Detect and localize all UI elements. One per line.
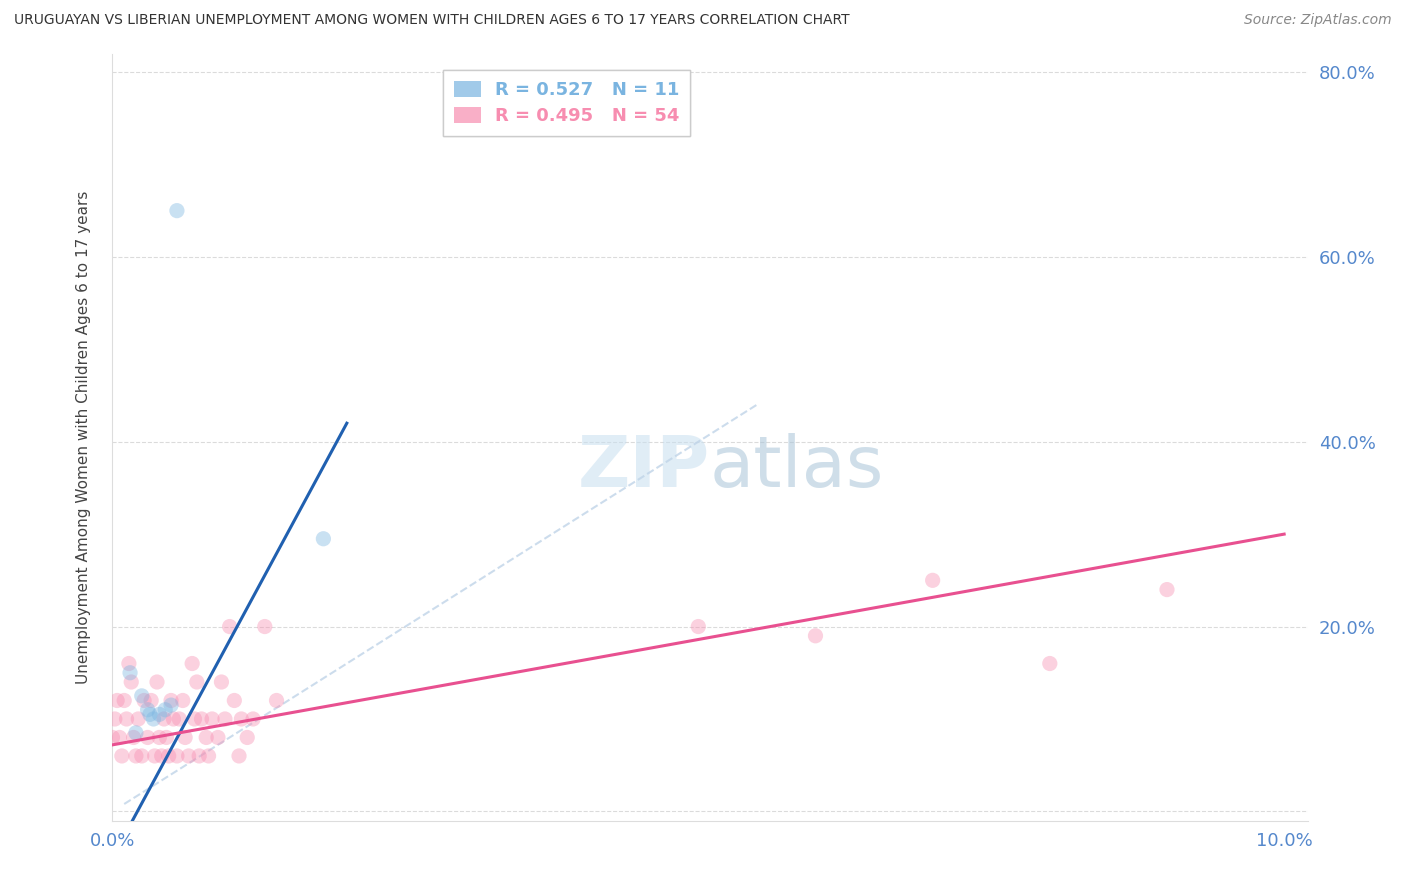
- Point: [122, 731, 145, 745]
- Legend: R = 0.527   N = 11, R = 0.495   N = 54: R = 0.527 N = 11, R = 0.495 N = 54: [443, 70, 690, 136]
- Point: [214, 712, 236, 726]
- Point: [188, 748, 211, 763]
- Point: [231, 712, 253, 726]
- Point: [112, 693, 135, 707]
- Point: [195, 731, 218, 745]
- Text: URUGUAYAN VS LIBERIAN UNEMPLOYMENT AMONG WOMEN WITH CHILDREN AGES 6 TO 17 YEARS : URUGUAYAN VS LIBERIAN UNEMPLOYMENT AMONG…: [14, 13, 849, 28]
- Point: [155, 731, 177, 745]
- Point: [197, 748, 219, 763]
- Text: atlas: atlas: [710, 434, 884, 502]
- Text: Source: ZipAtlas.com: Source: ZipAtlas.com: [1244, 13, 1392, 28]
- Point: [111, 748, 134, 763]
- Point: [115, 712, 138, 726]
- Point: [186, 675, 208, 690]
- Point: [155, 703, 177, 717]
- Point: [1156, 582, 1178, 597]
- Point: [150, 748, 173, 763]
- Y-axis label: Unemployment Among Women with Children Ages 6 to 17 years: Unemployment Among Women with Children A…: [76, 190, 91, 684]
- Point: [169, 712, 191, 726]
- Point: [266, 693, 288, 707]
- Point: [172, 693, 194, 707]
- Point: [218, 619, 240, 633]
- Point: [139, 707, 162, 722]
- Point: [160, 698, 183, 712]
- Point: [127, 712, 149, 726]
- Point: [118, 657, 141, 671]
- Point: [131, 748, 153, 763]
- Point: [125, 726, 148, 740]
- Point: [242, 712, 264, 726]
- Point: [312, 532, 335, 546]
- Point: [181, 657, 204, 671]
- Point: [141, 693, 163, 707]
- Point: [190, 712, 212, 726]
- Point: [105, 693, 128, 707]
- Point: [236, 731, 259, 745]
- Point: [157, 748, 180, 763]
- Point: [207, 731, 229, 745]
- Point: [101, 731, 124, 745]
- Point: [120, 675, 142, 690]
- Point: [211, 675, 233, 690]
- Point: [804, 629, 827, 643]
- Point: [253, 619, 276, 633]
- Point: [136, 703, 159, 717]
- Point: [142, 712, 165, 726]
- Point: [1039, 657, 1062, 671]
- Point: [166, 748, 188, 763]
- Point: [228, 748, 250, 763]
- Point: [688, 619, 710, 633]
- Point: [104, 712, 127, 726]
- Point: [921, 574, 943, 588]
- Text: ZIP: ZIP: [578, 434, 710, 502]
- Point: [162, 712, 184, 726]
- Point: [153, 712, 176, 726]
- Point: [224, 693, 246, 707]
- Point: [120, 665, 141, 680]
- Point: [108, 731, 131, 745]
- Point: [143, 748, 166, 763]
- Point: [166, 203, 188, 218]
- Point: [125, 748, 148, 763]
- Point: [132, 693, 156, 707]
- Point: [136, 731, 159, 745]
- Point: [174, 731, 197, 745]
- Point: [183, 712, 205, 726]
- Point: [177, 748, 200, 763]
- Point: [148, 707, 170, 722]
- Point: [131, 689, 153, 703]
- Point: [146, 675, 169, 690]
- Point: [201, 712, 224, 726]
- Point: [148, 731, 170, 745]
- Point: [160, 693, 183, 707]
